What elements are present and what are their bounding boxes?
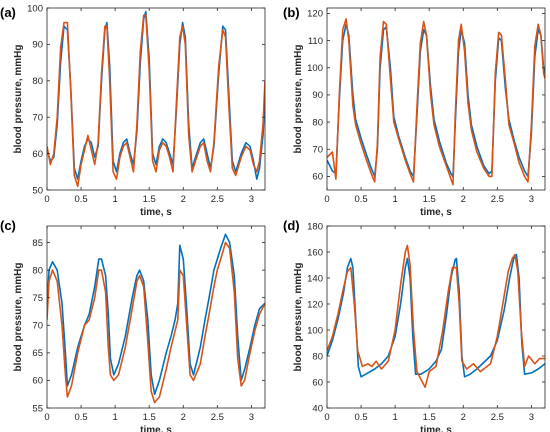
y-tick-label: 65 [32,348,43,359]
y-tick-label: 70 [312,145,323,156]
y-tick-label: 90 [312,90,323,101]
x-tick-label: 1 [112,194,117,205]
x-tick-label: 2 [461,412,466,423]
y-tick-label: 50 [32,185,43,196]
chart-panel-3: 0 0.5 1 1.5 2 2.5 3 55 60 65 70 75 80 85 time, s blood … [0,218,266,432]
y-tick-label: 100 [307,325,323,336]
axes-box [46,225,266,409]
axes-box [46,7,266,191]
x-tick-label: 1.5 [143,412,156,423]
x-tick-label: 0.5 [354,194,367,205]
y-tick-label: 60 [32,376,43,387]
x-tick-label: 1 [392,194,397,205]
y-tick-label: 60 [312,172,323,183]
y-axis-label: blood pressure, mmHg [13,45,24,154]
y-tick-label: 110 [308,36,323,47]
x-tick-label: 2.5 [211,194,224,205]
x-tick-label: 2.5 [491,194,504,205]
x-tick-label: 2.5 [211,412,224,423]
y-tick-label: 80 [312,117,323,128]
x-tick-label: 0.5 [354,412,367,423]
x-tick-label: 3 [529,412,534,423]
y-axis-label: blood pressure, mmHg [293,45,304,154]
plot-area [327,226,545,408]
panel-label: (d) [283,218,300,233]
x-axis-label: time, s [420,207,452,218]
y-tick-label: 80 [312,351,323,362]
y-tick-label: 75 [32,293,43,304]
axes-box [326,7,546,191]
x-tick-label: 0 [44,412,49,423]
y-tick-label: 40 [312,403,323,414]
x-tick-label: 2 [461,194,466,205]
x-tick-label: 2 [181,412,186,423]
x-tick-label: 3 [249,412,254,423]
y-tick-label: 100 [307,63,323,74]
axes-box [326,225,546,409]
x-tick-label: 1 [392,412,397,423]
y-tick-label: 100 [27,3,43,14]
chart-panel-1: 0 0.5 1 1.5 2 2.5 3 50 60 70 80 90 100 time, s blood p… [0,3,266,218]
y-tick-label: 120 [307,9,323,20]
y-tick-label: 140 [307,273,323,284]
x-tick-label: 0 [44,194,49,205]
x-tick-label: 3 [249,194,254,205]
x-axis-label: time, s [140,207,172,218]
y-tick-label: 120 [307,299,323,310]
series-line-2 [47,14,265,188]
y-tick-label: 60 [312,377,323,388]
y-tick-label: 180 [307,221,323,232]
y-tick-label: 70 [32,113,43,124]
x-tick-label: 0.5 [74,412,87,423]
y-axis-label: blood pressure, mmHg [293,263,304,372]
x-tick-label: 3 [529,194,534,205]
y-tick-label: 80 [32,76,43,87]
y-tick-label: 80 [32,265,43,276]
x-tick-label: 0 [324,194,329,205]
x-tick-label: 0 [324,412,329,423]
x-tick-label: 1.5 [423,194,436,205]
y-tick-label: 55 [32,403,43,414]
x-tick-label: 1.5 [143,194,156,205]
x-tick-label: 1.5 [423,412,436,423]
panel-label: (b) [283,5,300,20]
x-tick-label: 2 [181,194,186,205]
y-axis-label: blood pressure, mmHg [13,263,24,372]
panel-label: (c) [0,218,16,233]
plot-area [47,226,265,408]
y-tick-label: 160 [307,247,323,258]
series-line-1 [327,23,545,178]
x-tick-label: 0.5 [74,194,87,205]
chart-panel-2: 0 0.5 1 1.5 2 2.5 3 60 70 80 90 100 110 120 time, s blo… [283,5,546,218]
x-tick-label: 1 [112,412,117,423]
y-tick-label: 60 [32,149,43,160]
series-line-2 [327,244,545,388]
x-tick-label: 2.5 [491,412,504,423]
series-line-2 [47,241,265,404]
panel-label: (a) [0,5,16,20]
chart-panel-4: 0 0.5 1 1.5 2 2.5 3 40 60 80 100 120 140 160 180 time, … [283,218,546,432]
x-axis-label: time, s [420,425,452,432]
x-axis-label: time, s [140,425,172,432]
y-tick-label: 90 [32,40,43,51]
series-line-2 [327,18,545,186]
plot-area [327,8,545,190]
y-tick-label: 85 [32,238,43,249]
y-tick-label: 70 [32,321,43,332]
